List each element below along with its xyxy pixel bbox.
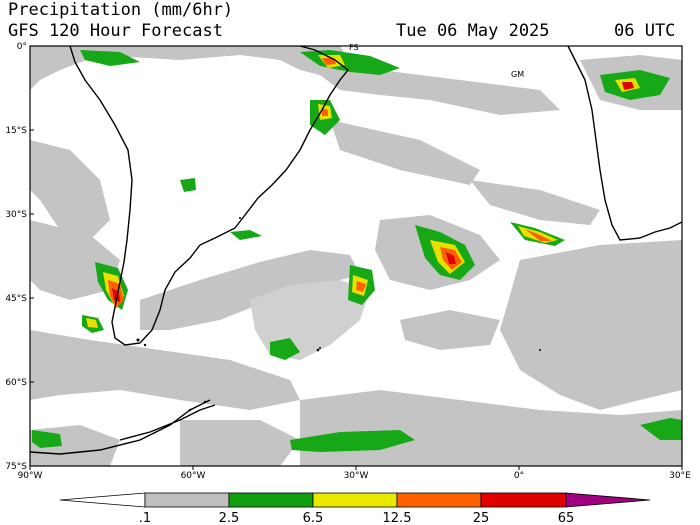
forecast-date: Tue 06 May 2025 — [396, 21, 550, 41]
lon-label-60w: 60°W — [181, 471, 206, 481]
colorbar-segment-0 — [59, 492, 146, 508]
light-precip-areas — [30, 46, 682, 466]
lat-label-75s: 75°S — [5, 462, 27, 472]
lat-label-30s: 30°S — [5, 210, 27, 220]
colorbar-tick-4: 25 — [473, 511, 490, 525]
map-subtitle: GFS 120 Hour Forecast — [8, 21, 223, 41]
colorbar-segment-5 — [480, 492, 567, 508]
intense-precip-areas — [108, 58, 634, 308]
colorbar-tick-0: .1 — [139, 511, 151, 525]
lon-axis: 90°W 60°W 30°W 0° 30°E — [18, 466, 691, 481]
colorbar-tick-3: 12.5 — [383, 511, 412, 525]
lon-label-30e: 30°E — [669, 471, 691, 481]
colorbar-tick-1: 2.5 — [219, 511, 240, 525]
map-label-fs: FS — [349, 43, 359, 52]
colorbar: .1 2.5 6.5 12.5 25 65 — [59, 492, 651, 525]
lon-label-30w: 30°W — [344, 471, 369, 481]
coastlines — [30, 46, 682, 455]
colorbar-segment-2 — [228, 492, 314, 508]
colorbar-tick-5: 65 — [558, 511, 575, 525]
map-label-gm: GM — [511, 70, 524, 79]
colorbar-tick-2: 6.5 — [303, 511, 324, 525]
lon-label-0: 0° — [514, 471, 524, 481]
lat-label-0: 0° — [17, 42, 27, 52]
colorbar-segment-4 — [396, 492, 482, 508]
islands — [136, 217, 541, 412]
colorbar-segment-1 — [144, 492, 230, 508]
map-title: Precipitation (mm/6hr) — [8, 0, 234, 20]
forecast-time: 06 UTC — [614, 21, 676, 41]
lat-label-45s: 45°S — [5, 294, 27, 304]
lat-label-15s: 15°S — [5, 126, 27, 136]
lat-axis: 0° 15°S 30°S 45°S 60°S 75°S — [5, 42, 34, 472]
lon-label-90w: 90°W — [18, 471, 43, 481]
lat-label-60s: 60°S — [5, 378, 27, 388]
colorbar-segment-6 — [565, 492, 651, 508]
colorbar-segment-3 — [312, 492, 398, 508]
